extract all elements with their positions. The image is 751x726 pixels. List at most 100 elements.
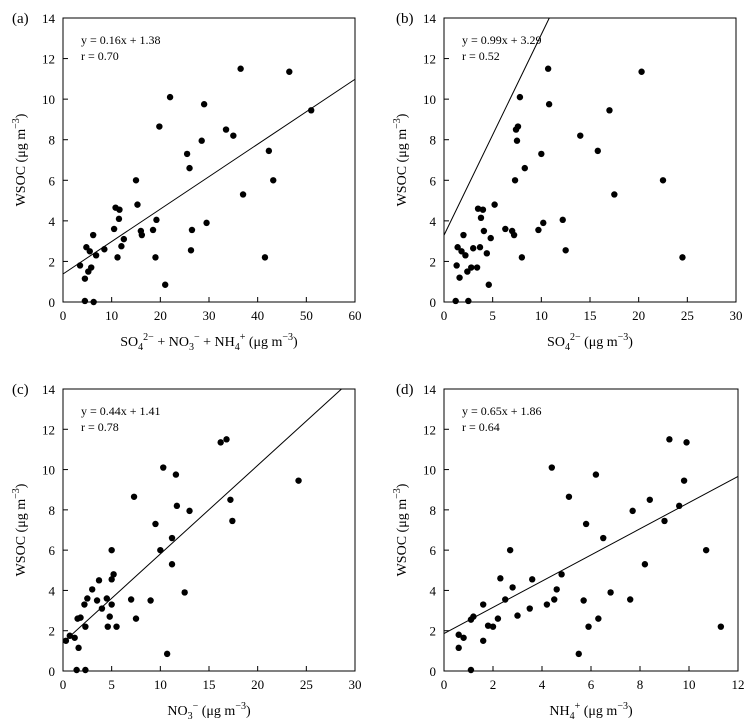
data-point bbox=[455, 631, 462, 638]
data-point bbox=[548, 464, 555, 471]
data-point bbox=[62, 637, 70, 644]
data-point bbox=[638, 68, 645, 75]
data-point bbox=[186, 507, 193, 515]
x-tick-label: 10 bbox=[154, 677, 167, 692]
data-point bbox=[683, 439, 690, 446]
data-point bbox=[543, 601, 551, 608]
x-tick-label: 5 bbox=[108, 677, 115, 692]
y-tick-label: 0 bbox=[49, 295, 56, 310]
data-point bbox=[580, 597, 587, 604]
x-axis-label-part: + bbox=[575, 701, 581, 712]
data-point bbox=[575, 650, 582, 658]
data-point bbox=[454, 244, 461, 251]
data-point bbox=[110, 225, 118, 233]
y-axis-label-sup: −3 bbox=[392, 488, 403, 499]
y-axis-label-close: ) bbox=[395, 483, 410, 488]
y-axis-label-close: ) bbox=[14, 113, 29, 118]
data-point bbox=[75, 644, 82, 652]
data-point bbox=[217, 439, 224, 446]
data-point bbox=[200, 101, 208, 108]
data-point bbox=[676, 502, 683, 510]
data-point bbox=[494, 615, 502, 622]
x-tick-label: 20 bbox=[251, 677, 264, 692]
y-tick-label: 14 bbox=[423, 11, 437, 26]
y-tick-label: 0 bbox=[430, 295, 437, 310]
x-axis-label: NH4+ (μg m−3) bbox=[549, 701, 633, 721]
y-tick-label: 2 bbox=[49, 254, 56, 269]
correlation-r: r = 0.52 bbox=[462, 49, 500, 63]
data-point bbox=[261, 254, 269, 261]
y-tick-label: 8 bbox=[49, 133, 56, 148]
x-tick-label: 0 bbox=[441, 308, 448, 323]
data-point bbox=[473, 264, 481, 271]
data-point bbox=[476, 244, 484, 251]
data-point bbox=[529, 576, 536, 583]
x-tick-label: 10 bbox=[535, 308, 548, 323]
data-point bbox=[465, 297, 472, 305]
y-axis-label: WSOC (μg m−3) bbox=[11, 483, 29, 576]
correlation-r: r = 0.64 bbox=[462, 420, 500, 434]
x-tick-label: 25 bbox=[681, 308, 694, 323]
data-point bbox=[582, 520, 590, 528]
data-point bbox=[115, 215, 123, 223]
y-axis-label-main: WSOC (μg m bbox=[14, 129, 29, 207]
data-point bbox=[82, 623, 89, 630]
x-axis-label-part: −3 bbox=[235, 701, 246, 712]
data-point bbox=[101, 246, 108, 253]
data-point bbox=[168, 561, 176, 568]
x-axis-label-part: (μg m bbox=[198, 704, 235, 719]
data-point bbox=[88, 264, 95, 271]
data-point bbox=[89, 586, 96, 593]
data-point bbox=[110, 571, 117, 578]
chart-panel-4: (d) 0 2 4 6 8 10 12 0 2 4 6 8 10 12 14 y = 0.65x + 1.86 r… bbox=[392, 382, 745, 722]
chart-panel-3: (c) 0 5 10 15 20 25 30 0 2 4 6 8 10 12 14 y = 0.44x + 1.… bbox=[11, 382, 362, 722]
data-point bbox=[455, 644, 462, 652]
data-point bbox=[84, 595, 91, 602]
data-point bbox=[132, 615, 140, 622]
regression-line bbox=[443, 17, 550, 236]
x-tick-label: 15 bbox=[584, 308, 597, 323]
y-tick-label: 4 bbox=[430, 214, 437, 229]
data-point bbox=[120, 235, 128, 243]
data-point bbox=[627, 596, 634, 603]
y-tick-label: 14 bbox=[42, 11, 56, 26]
data-point bbox=[545, 101, 553, 108]
data-point bbox=[157, 546, 164, 554]
x-tick-label: 8 bbox=[637, 677, 644, 692]
data-point bbox=[479, 206, 487, 213]
x-tick-label: 20 bbox=[154, 308, 167, 323]
y-tick-label: 12 bbox=[423, 422, 436, 437]
y-tick-label: 14 bbox=[42, 382, 56, 397]
data-point bbox=[92, 252, 100, 259]
data-point bbox=[82, 666, 89, 674]
y-tick-label: 4 bbox=[49, 583, 56, 598]
data-point bbox=[265, 147, 273, 155]
data-point bbox=[485, 281, 492, 288]
x-axis-label-part: 3 bbox=[189, 342, 194, 353]
data-point bbox=[474, 205, 482, 212]
y-axis-label-sup: −3 bbox=[11, 118, 22, 129]
data-point bbox=[483, 250, 491, 257]
data-point bbox=[86, 248, 93, 255]
data-point bbox=[130, 493, 138, 500]
data-point bbox=[558, 571, 565, 578]
data-point bbox=[514, 123, 522, 130]
x-axis-label-part: SO bbox=[547, 335, 565, 350]
data-point bbox=[661, 517, 668, 525]
data-point bbox=[521, 164, 528, 172]
x-axis-label-part: (μg m bbox=[580, 704, 617, 719]
data-point bbox=[95, 577, 103, 584]
data-point bbox=[594, 147, 601, 155]
x-tick-label: 12 bbox=[732, 677, 745, 692]
data-point bbox=[607, 589, 614, 596]
y-tick-label: 0 bbox=[49, 664, 56, 679]
y-tick-label: 4 bbox=[49, 214, 56, 229]
x-tick-label: 25 bbox=[300, 677, 313, 692]
x-tick-label: 10 bbox=[105, 308, 118, 323]
data-point bbox=[71, 634, 78, 641]
data-point bbox=[81, 601, 88, 608]
panel-label: (d) bbox=[396, 382, 414, 398]
data-point bbox=[470, 245, 477, 252]
data-point bbox=[187, 247, 195, 254]
